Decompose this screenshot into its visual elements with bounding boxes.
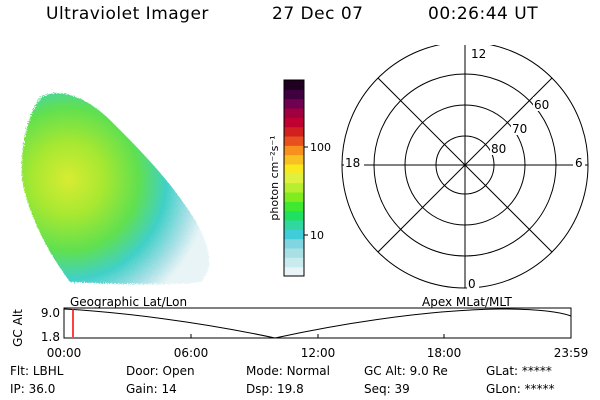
colorbar-segment bbox=[284, 266, 304, 277]
colorbar-segment bbox=[284, 201, 304, 212]
colorbar-segment bbox=[284, 248, 304, 258]
uv-image bbox=[21, 93, 210, 285]
colorbar-segment bbox=[284, 182, 304, 193]
colorbar-segment bbox=[284, 117, 304, 128]
colorbar-segment bbox=[284, 238, 304, 249]
timeline-xtick-0000: 00:00 bbox=[47, 346, 82, 360]
polar-ring-label-80: 80 bbox=[491, 142, 506, 156]
altitude-timeline: GC Alt 9.0 1.8 00:00 06:00 12:00 18:00 2… bbox=[11, 306, 589, 360]
colorbar-segment bbox=[284, 173, 304, 184]
timeline-xtick-2359: 23:59 bbox=[554, 346, 589, 360]
time-label: 00:26:44 UT bbox=[428, 4, 539, 24]
polar-ring-label-70: 70 bbox=[512, 122, 527, 136]
colorbar-segment bbox=[284, 89, 304, 100]
colorbar-segment bbox=[284, 164, 304, 174]
timeline-xtick-1200: 12:00 bbox=[301, 346, 336, 360]
altitude-curve bbox=[63, 308, 572, 339]
footer-dsp: Dsp: 19.8 bbox=[246, 382, 304, 396]
polar-label-18: 18 bbox=[345, 156, 360, 170]
polar-grid: 12 18 6 0 60 70 80 bbox=[341, 45, 589, 291]
auroral-region bbox=[21, 93, 210, 285]
colorbar-segment bbox=[284, 192, 304, 202]
footer-flt: Flt: LBHL bbox=[10, 364, 64, 378]
colorbar-segment bbox=[284, 210, 304, 221]
date-label: 27 Dec 07 bbox=[272, 4, 364, 24]
timeline-ytick-top: 9.0 bbox=[41, 306, 60, 320]
colorbar-segment bbox=[284, 257, 304, 268]
footer-ip: IP: 36.0 bbox=[10, 382, 56, 396]
colorbar-segment bbox=[284, 220, 304, 230]
footer-glon: GLon: ***** bbox=[486, 382, 555, 396]
colorbar-segment bbox=[284, 126, 304, 137]
polar-ring-label-60: 60 bbox=[534, 98, 549, 112]
footer-mode: Mode: Normal bbox=[246, 364, 330, 378]
timeline-ytick-bottom: 1.8 bbox=[41, 330, 60, 344]
footer-gain: Gain: 14 bbox=[126, 382, 177, 396]
colorbar-tick-100: 100 bbox=[310, 141, 331, 154]
colorbar-tick-10: 10 bbox=[310, 229, 324, 242]
timeline-xtick-1800: 18:00 bbox=[427, 346, 462, 360]
colorbar-segment bbox=[284, 80, 304, 90]
timeline-right-label: Apex MLat/MLT bbox=[422, 295, 512, 309]
instrument-title: Ultraviolet Imager bbox=[46, 4, 209, 24]
colorbar-segment bbox=[284, 136, 304, 146]
colorbar-segment bbox=[284, 229, 304, 240]
timeline-axis-title: GC Alt bbox=[11, 309, 25, 347]
colorbar-segment bbox=[284, 108, 304, 118]
colorbar-unit-label: photon cm⁻²s⁻¹ bbox=[268, 135, 281, 220]
colorbar-segment bbox=[284, 154, 304, 165]
timeline-xtick-0600: 06:00 bbox=[174, 346, 209, 360]
footer-glat: GLat: ***** bbox=[486, 364, 552, 378]
timeline-frame bbox=[63, 307, 572, 339]
colorbar-segment bbox=[284, 98, 304, 109]
footer-gcalt: GC Alt: 9.0 Re bbox=[364, 364, 448, 378]
timeline-left-label: Geographic Lat/Lon bbox=[70, 295, 188, 309]
footer-door: Door: Open bbox=[126, 364, 195, 378]
footer-seq: Seq: 39 bbox=[364, 382, 410, 396]
polar-label-6: 6 bbox=[575, 156, 583, 170]
polar-label-12: 12 bbox=[471, 47, 486, 61]
colorbar: 100 10 photon cm⁻²s⁻¹ bbox=[268, 79, 331, 277]
polar-label-0: 0 bbox=[468, 277, 476, 291]
colorbar-segment bbox=[284, 145, 304, 156]
